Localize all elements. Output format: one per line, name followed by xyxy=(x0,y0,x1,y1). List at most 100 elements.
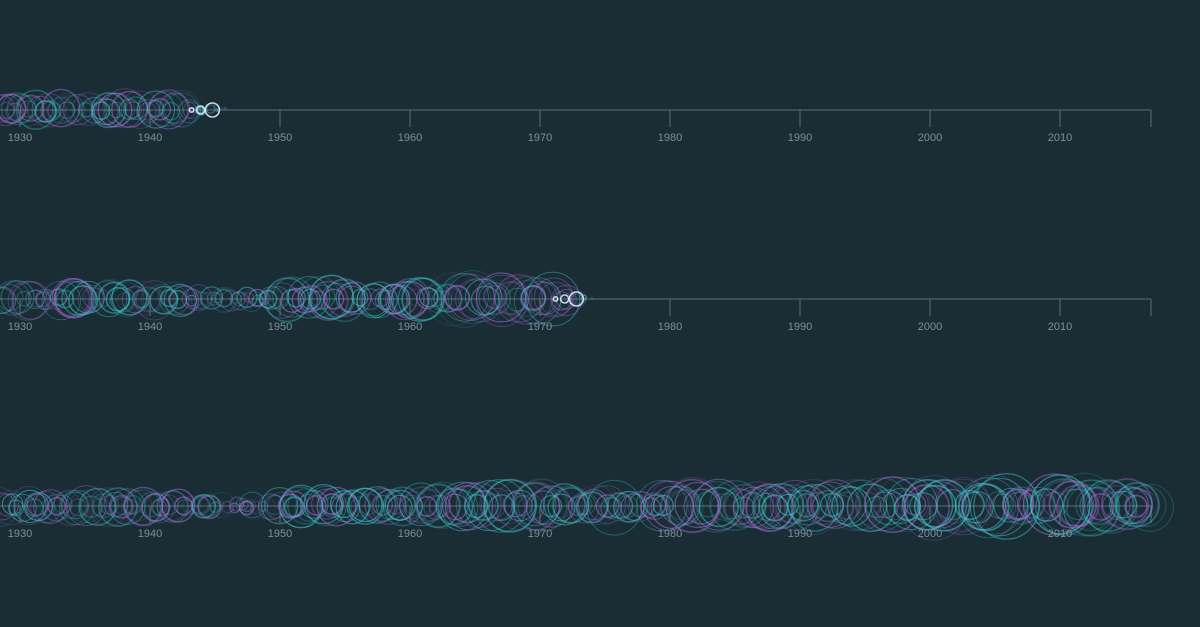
bubble xyxy=(303,484,344,525)
bubble xyxy=(5,102,24,122)
bubble xyxy=(1,92,34,125)
bubble xyxy=(235,497,249,512)
bubble xyxy=(180,499,194,513)
bubble xyxy=(415,483,461,529)
bubble xyxy=(574,493,596,516)
bubble xyxy=(517,494,544,521)
bubble xyxy=(16,291,32,307)
bubble xyxy=(533,277,574,318)
tick-label-2010: 2010 xyxy=(1048,321,1072,333)
bubble xyxy=(827,494,855,521)
bubble xyxy=(146,283,177,314)
bubble xyxy=(243,292,254,303)
bubble xyxy=(552,291,572,311)
bubble xyxy=(1052,472,1117,537)
bubble xyxy=(399,491,431,523)
bubble xyxy=(855,477,909,532)
bubble xyxy=(475,272,527,323)
bubble xyxy=(308,280,349,321)
bubble xyxy=(563,292,576,305)
bubble xyxy=(103,492,129,517)
bubble xyxy=(990,493,1017,520)
bubble xyxy=(386,494,413,521)
bubble xyxy=(375,489,407,520)
bubble xyxy=(168,290,188,310)
bubble-series xyxy=(0,87,227,130)
bubble xyxy=(1062,479,1121,537)
bubble xyxy=(11,280,51,321)
bubble xyxy=(403,486,441,524)
bubble xyxy=(113,496,133,516)
bubble xyxy=(442,493,469,520)
bubble xyxy=(954,489,985,521)
bubble xyxy=(416,495,438,517)
bubble xyxy=(493,281,528,315)
bubble xyxy=(161,102,181,121)
bubble xyxy=(320,493,343,516)
bubble xyxy=(372,494,394,516)
bubble xyxy=(206,104,216,114)
bubble xyxy=(961,491,994,524)
bubble xyxy=(1109,490,1137,519)
bubble xyxy=(458,277,503,323)
bubble xyxy=(208,492,235,518)
bubble xyxy=(418,287,439,308)
bubble xyxy=(709,479,761,531)
bubble xyxy=(257,501,269,512)
bubble xyxy=(478,282,511,315)
bubble xyxy=(196,493,221,518)
bubble xyxy=(123,486,164,527)
bubble xyxy=(134,280,175,321)
bubble xyxy=(27,289,46,308)
tick-label-1950: 1950 xyxy=(268,321,292,333)
bubble xyxy=(183,101,201,120)
bubble xyxy=(213,499,225,511)
bubble xyxy=(1096,485,1138,527)
bubble xyxy=(320,283,355,318)
bubble xyxy=(90,280,128,317)
bubble xyxy=(350,496,371,517)
bubble xyxy=(109,494,134,519)
bubble xyxy=(810,479,860,529)
bubble xyxy=(54,280,91,317)
bubble xyxy=(790,483,839,532)
bubble xyxy=(895,487,929,522)
bubble xyxy=(329,490,358,519)
bubble xyxy=(397,277,443,322)
bubble xyxy=(17,94,45,122)
bubble xyxy=(90,92,127,129)
bubble xyxy=(13,489,47,524)
bubble xyxy=(287,276,331,319)
bubble xyxy=(339,488,371,521)
bubble xyxy=(135,286,162,313)
bubble xyxy=(494,274,543,323)
bubble xyxy=(257,493,285,521)
bubble xyxy=(109,488,146,525)
bubble xyxy=(0,280,31,316)
bubble xyxy=(248,288,267,307)
bubble xyxy=(264,495,288,519)
bubble xyxy=(156,490,189,523)
bubble xyxy=(865,496,888,519)
bubble xyxy=(199,286,224,310)
bubble xyxy=(309,284,336,310)
tick-label-1940: 1940 xyxy=(138,528,162,540)
bubble xyxy=(26,493,49,516)
bubble xyxy=(635,479,688,532)
bubble xyxy=(152,498,171,517)
bubble xyxy=(430,286,456,312)
bubble xyxy=(440,488,479,527)
bubble xyxy=(56,95,85,124)
tick-label-1990: 1990 xyxy=(788,528,812,540)
bubble xyxy=(491,490,526,525)
tick-label-1980: 1980 xyxy=(658,132,682,144)
bubble xyxy=(58,101,76,119)
bubble xyxy=(1125,483,1174,532)
bubble xyxy=(753,492,781,521)
bubble xyxy=(1124,494,1148,518)
bubble xyxy=(88,487,128,527)
bubble xyxy=(1114,482,1160,528)
bubble xyxy=(530,485,573,528)
bubble xyxy=(25,498,44,517)
